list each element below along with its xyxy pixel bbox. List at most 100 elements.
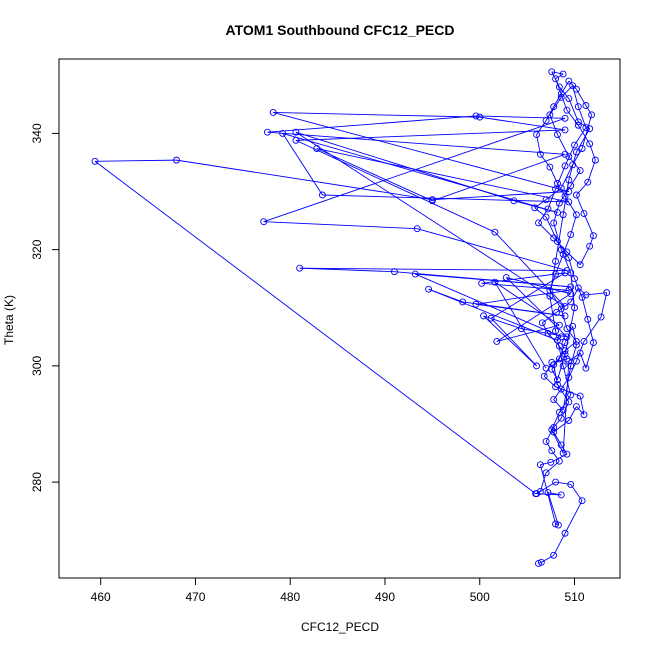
- data-point: [552, 75, 560, 83]
- data-point: [565, 254, 573, 262]
- y-tick-label: 280: [30, 472, 44, 492]
- series-segment: [581, 114, 593, 149]
- data-point: [542, 117, 550, 125]
- x-tick-label: 480: [280, 590, 300, 604]
- series-segment: [540, 461, 551, 466]
- data-point: [569, 82, 577, 90]
- data-point: [580, 338, 588, 345]
- data-point: [567, 362, 575, 370]
- series-segment: [577, 125, 591, 145]
- series-segment: [95, 159, 177, 162]
- data-point: [537, 558, 545, 566]
- series-segment: [600, 292, 608, 318]
- data-point: [292, 136, 300, 144]
- data-point: [559, 406, 567, 414]
- series-segment: [579, 352, 587, 369]
- data-point: [292, 128, 300, 136]
- series-segment: [496, 293, 571, 342]
- data-point: [567, 290, 575, 298]
- data-point: [574, 284, 582, 292]
- series-segment: [568, 406, 577, 421]
- data-point: [550, 103, 558, 111]
- data-point: [563, 450, 571, 458]
- data-point: [548, 447, 556, 455]
- y-axis-label: Theta (K): [2, 295, 16, 345]
- data-point: [425, 285, 433, 293]
- series-segment: [575, 341, 585, 362]
- data-point: [572, 357, 580, 365]
- data-point: [413, 225, 421, 233]
- series-segment: [299, 267, 395, 273]
- data-point: [552, 520, 560, 528]
- data-point: [318, 191, 326, 199]
- data-point: [557, 305, 565, 313]
- data-point: [569, 322, 577, 330]
- data-point: [554, 131, 561, 139]
- series-segment: [577, 106, 587, 128]
- series-segment: [576, 406, 585, 415]
- data-point: [544, 329, 552, 337]
- data-point: [542, 469, 550, 477]
- series-segment: [539, 464, 556, 525]
- data-point: [391, 268, 398, 276]
- series-segment: [547, 492, 559, 526]
- data-point: [561, 114, 569, 122]
- series-segment: [273, 112, 480, 118]
- data-point: [544, 205, 552, 213]
- series-segment: [432, 153, 566, 202]
- data-point: [550, 361, 558, 369]
- series-segment: [566, 328, 577, 342]
- data-point: [572, 403, 580, 410]
- series-segment: [579, 245, 591, 265]
- series-segment: [322, 194, 569, 203]
- x-tick-label: 510: [564, 590, 584, 604]
- data-point: [574, 121, 582, 129]
- series-segment: [553, 93, 562, 107]
- series-segment: [479, 116, 566, 131]
- data-point: [584, 315, 592, 323]
- series-segment: [551, 429, 564, 454]
- data-point: [546, 163, 554, 171]
- data-point: [563, 267, 571, 275]
- series-segment: [581, 297, 589, 320]
- series-segment: [568, 257, 575, 279]
- series-segment: [481, 272, 566, 284]
- data-point: [561, 162, 569, 170]
- data-point: [510, 197, 518, 205]
- series-segment: [541, 554, 554, 563]
- data-point: [555, 321, 563, 329]
- x-tick-label: 470: [185, 590, 205, 604]
- x-tick-label: 460: [91, 590, 111, 604]
- data-point: [565, 198, 573, 206]
- data-point: [586, 140, 594, 148]
- data-point: [578, 293, 586, 301]
- series-segment: [94, 160, 536, 495]
- x-tick-label: 500: [470, 590, 490, 604]
- data-point: [576, 349, 584, 357]
- data-point: [487, 314, 495, 322]
- data-point: [531, 204, 539, 212]
- data-point: [554, 381, 561, 388]
- data-point: [572, 211, 580, 219]
- data-point: [548, 358, 556, 366]
- series-segment: [475, 289, 569, 305]
- data-point: [588, 111, 596, 119]
- data-point: [554, 238, 561, 245]
- data-point: [561, 192, 569, 200]
- series-segment: [568, 98, 579, 122]
- series-segment: [506, 277, 571, 295]
- series-segment: [564, 500, 583, 534]
- data-point: [552, 270, 560, 278]
- data-point: [550, 234, 558, 242]
- data-point: [565, 77, 573, 85]
- series-segment: [564, 144, 575, 167]
- series-segment: [494, 281, 560, 326]
- data-point: [586, 242, 594, 250]
- series-segment: [417, 228, 568, 271]
- series-segment: [585, 292, 607, 296]
- data-point: [557, 414, 565, 422]
- series-segment: [557, 336, 562, 341]
- series-segment: [483, 315, 537, 367]
- series-segment: [316, 148, 569, 203]
- data-point: [561, 312, 569, 320]
